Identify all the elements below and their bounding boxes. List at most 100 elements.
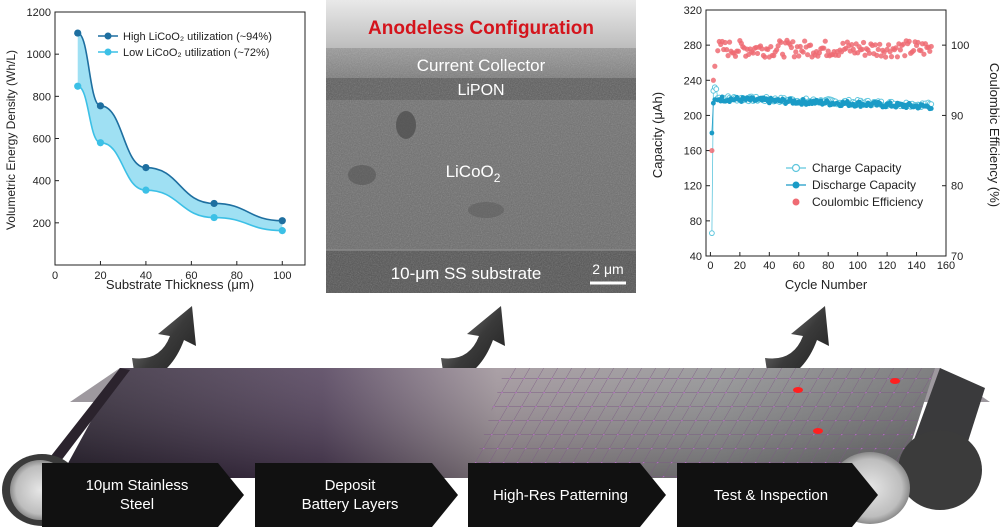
data-point <box>928 106 934 111</box>
y-tick-label: 80 <box>690 216 702 228</box>
data-point <box>822 38 828 44</box>
legend-marker-high <box>104 32 112 40</box>
data-point <box>750 50 756 56</box>
data-point <box>872 42 878 48</box>
x-tick-label: 40 <box>140 270 152 282</box>
data-point <box>735 48 741 54</box>
data-point <box>921 51 927 57</box>
data-point <box>821 45 827 51</box>
y-tick-label: 600 <box>33 134 51 146</box>
step-chevron-3 <box>468 463 666 527</box>
y2-tick-label: 70 <box>951 251 963 263</box>
sem-cross-section-image: Anodeless Configuration Current Collecto… <box>326 0 636 293</box>
process-step-3: High-Res Patterning <box>468 463 653 527</box>
data-point <box>778 39 784 45</box>
data-point <box>754 50 761 57</box>
data-point <box>800 49 806 55</box>
data-point <box>788 44 794 51</box>
data-point <box>911 47 917 54</box>
data-point <box>807 42 814 48</box>
data-point <box>210 199 218 208</box>
sem-top-layer <box>326 0 636 48</box>
data-point <box>96 139 105 147</box>
data-point <box>849 42 855 48</box>
step-2-line-1: Deposit <box>324 477 376 494</box>
legend-label-low: Low LiCoO₂ utilization (~72%) <box>123 47 269 59</box>
data-point <box>893 45 899 51</box>
data-point <box>866 50 873 56</box>
data-point <box>724 47 730 53</box>
data-point <box>915 39 921 46</box>
y-tick-label: 1200 <box>27 7 51 19</box>
data-point <box>860 39 867 46</box>
data-point <box>883 54 889 60</box>
legend-marker-discharge <box>792 181 800 189</box>
sem-label-lipon: LiPON <box>457 82 504 99</box>
data-point <box>928 43 934 50</box>
data-point <box>888 54 895 60</box>
data-point <box>802 38 808 44</box>
plot-frame <box>705 9 947 257</box>
legend-label-charge: Charge Capacity <box>812 161 901 175</box>
x-tick-label: 60 <box>185 270 197 282</box>
data-point <box>713 86 720 92</box>
step-chevron-1 <box>42 463 244 527</box>
data-point <box>816 50 822 56</box>
y2-axis-label: Coulombic Efficiency (%) <box>987 63 1000 207</box>
data-point <box>709 130 715 136</box>
defect-marker <box>813 428 823 434</box>
x-tick-label: 40 <box>763 260 775 272</box>
data-point <box>710 77 716 83</box>
data-point <box>709 147 715 154</box>
y-tick-label: 200 <box>33 218 51 230</box>
scale-bar-label: 2 μm <box>592 261 623 277</box>
x-tick-label: 80 <box>231 270 243 282</box>
data-point <box>726 39 733 45</box>
y-tick-label: 160 <box>684 146 702 158</box>
legend: Charge Capacity Discharge Capacity Coulo… <box>786 161 923 209</box>
data-point <box>797 43 803 50</box>
y-tick-label: 200 <box>684 110 702 122</box>
step-4-line-1: Test & Inspection <box>713 486 829 504</box>
legend-marker-low <box>104 48 112 56</box>
patterned-cells <box>470 368 935 478</box>
data-point <box>790 39 796 45</box>
data-point <box>894 54 901 60</box>
arrow-up-2 <box>441 306 505 384</box>
data-point <box>142 163 150 172</box>
sem-texture <box>326 48 636 293</box>
data-point <box>708 230 715 237</box>
x-tick-label: 20 <box>734 260 746 272</box>
x-tick-label: 120 <box>878 260 896 272</box>
step-3-line-1: High-Res Patterning <box>492 486 629 504</box>
data-point <box>796 53 802 59</box>
sem-title: Anodeless Configuration <box>368 18 594 39</box>
data-point <box>906 38 912 44</box>
data-point <box>902 53 908 59</box>
sem-label-substrate: 10-μm SS substrate <box>391 264 542 283</box>
data-point <box>793 49 799 55</box>
sem-label-collector: Current Collector <box>417 56 546 75</box>
sem-label-cathode: LiCoO2 <box>446 162 501 185</box>
legend-label-high: High LiCoO₂ utilization (~94%) <box>123 31 272 43</box>
data-point <box>900 41 906 47</box>
legend-marker-charge <box>791 163 801 173</box>
y-tick-label: 40 <box>690 251 702 263</box>
data-point <box>74 29 82 37</box>
fill-between-area <box>77 33 283 231</box>
process-step-2: Deposit Battery Layers <box>255 463 445 527</box>
x-tick-label: 60 <box>793 260 805 272</box>
x-tick-label: 20 <box>94 270 106 282</box>
data-point <box>862 52 868 58</box>
x-tick-label: 80 <box>822 260 834 272</box>
data-point <box>791 54 797 60</box>
legend: High LiCoO₂ utilization (~94%) Low LiCoO… <box>98 31 272 59</box>
data-point <box>210 213 218 222</box>
data-point <box>762 54 768 60</box>
x-tick-label: 160 <box>937 260 955 272</box>
data-point <box>719 94 725 100</box>
data-point <box>725 53 731 59</box>
step-chevron-4 <box>677 463 878 527</box>
x-axis-label: Substrate Thickness (μm) <box>106 277 254 292</box>
data-point <box>927 48 933 54</box>
